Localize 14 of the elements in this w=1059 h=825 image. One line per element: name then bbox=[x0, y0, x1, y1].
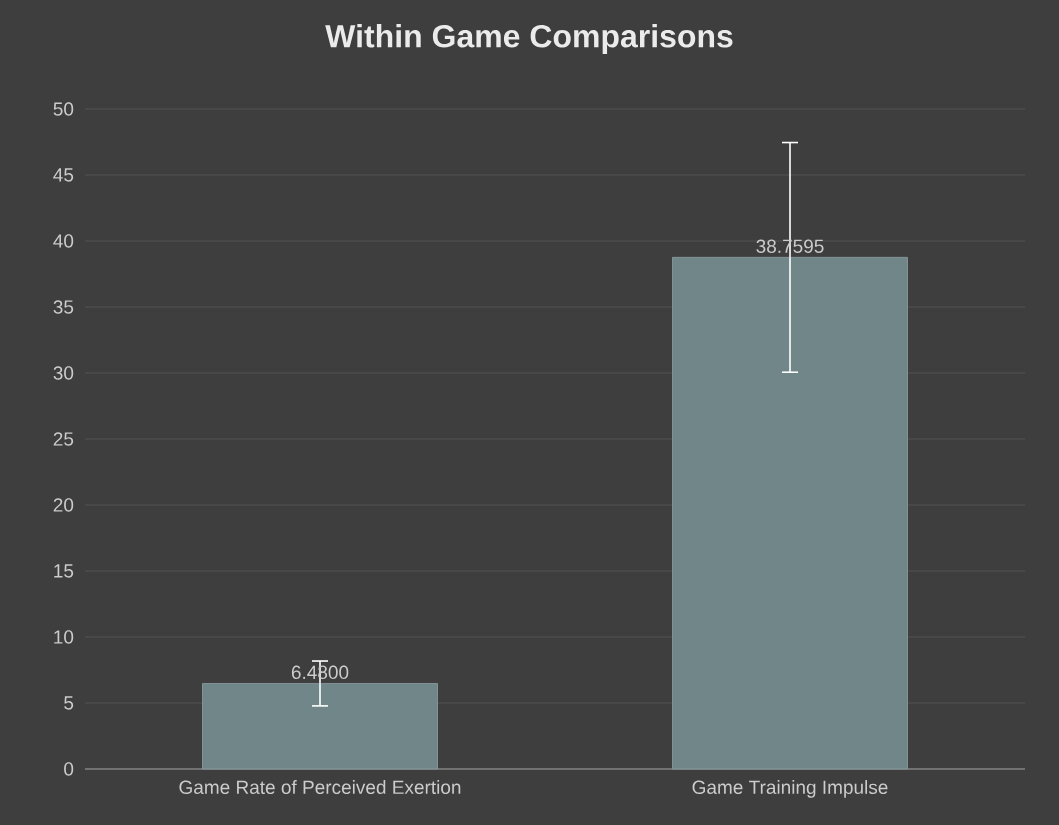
y-tick-label: 35 bbox=[53, 300, 74, 314]
y-tick-label: 45 bbox=[53, 168, 74, 182]
x-tick-label: Game Training Impulse bbox=[692, 780, 888, 798]
y-tick-label: 5 bbox=[64, 696, 74, 710]
y-tick-label: 40 bbox=[53, 234, 74, 248]
chart-title: Within Game Comparisons bbox=[325, 24, 733, 54]
y-tick-label: 30 bbox=[53, 366, 74, 380]
y-tick-label: 25 bbox=[53, 432, 74, 446]
y-tick-label: 20 bbox=[53, 498, 74, 512]
x-tick-label: Game Rate of Perceived Exertion bbox=[179, 780, 461, 795]
y-tick-label: 0 bbox=[64, 762, 74, 776]
y-tick-label: 50 bbox=[53, 102, 74, 116]
y-tick-label: 15 bbox=[54, 564, 74, 578]
y-tick-label: 10 bbox=[54, 630, 74, 644]
